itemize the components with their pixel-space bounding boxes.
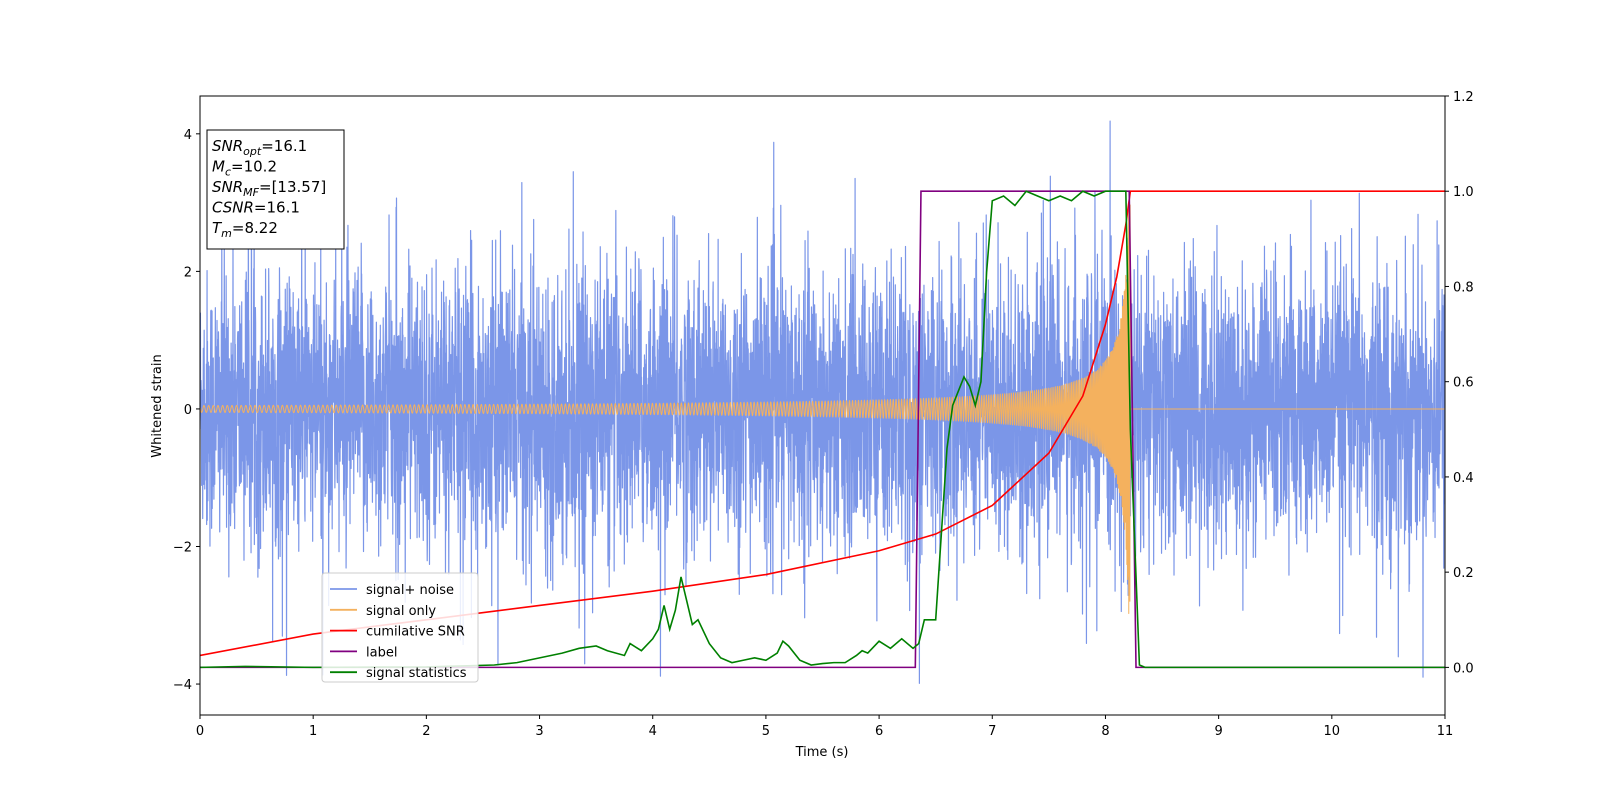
y-left-tick-label: 4 [184, 128, 192, 143]
plot-area [200, 120, 1445, 684]
y-left-tick-label: −4 [173, 678, 192, 693]
legend-label: cumilative SNR [366, 625, 465, 640]
series-cumulative-snr-line [200, 190, 1445, 657]
y-right-tick-label: 0.0 [1453, 661, 1474, 676]
x-axis-label: Time (s) [795, 745, 849, 760]
x-tick-label: 5 [762, 724, 770, 739]
annotation-line: SNRMF=[13.57] [212, 178, 326, 199]
legend: signal+ noise signal only cumilative SNR la… [321, 572, 479, 683]
y-axis-left: −4 −2 0 2 4 [173, 128, 200, 693]
legend-label: signal statistics [366, 666, 467, 681]
x-tick-label: 1 [309, 724, 317, 739]
annotation-line: SNRopt=16.1 [212, 137, 307, 158]
series-signal-only-line [200, 204, 1445, 615]
annotation-line: CSNR=16.1 [212, 199, 300, 217]
x-tick-label: 8 [1101, 724, 1109, 739]
x-tick-label: 3 [535, 724, 543, 739]
y-right-tick-label: 0.6 [1453, 376, 1474, 391]
y-axis-label: Whitened strain [150, 354, 165, 457]
annotation-line: Tm=8.22 [212, 219, 278, 240]
x-tick-label: 11 [1437, 724, 1454, 739]
x-tick-label: 7 [988, 724, 996, 739]
x-axis: 0 1 2 3 4 5 6 7 8 9 10 11 [196, 715, 1453, 739]
annotation-line: Mc=10.2 [212, 158, 277, 179]
annotation-box: SNRopt=16.1Mc=10.2SNRMF=[13.57]CSNR=16.1… [206, 129, 345, 250]
legend-label: label [366, 645, 397, 660]
x-tick-label: 2 [422, 724, 430, 739]
y-right-tick-label: 0.4 [1453, 471, 1474, 486]
y-axis-right: 0.0 0.2 0.4 0.6 0.8 1.0 1.2 [1445, 90, 1474, 676]
legend-label: signal only [366, 604, 436, 619]
y-left-tick-label: 0 [184, 403, 192, 418]
legend-label: signal+ noise [366, 583, 454, 598]
y-left-tick-label: −2 [173, 540, 192, 555]
x-tick-label: 6 [875, 724, 883, 739]
x-tick-label: 9 [1214, 724, 1222, 739]
y-right-tick-label: 0.8 [1453, 280, 1474, 295]
series-signal-statistics-line [200, 190, 1445, 669]
plot-frame [199, 95, 1446, 716]
y-left-tick-label: 2 [184, 265, 192, 280]
x-tick-label: 10 [1324, 724, 1341, 739]
y-right-tick-label: 1.2 [1453, 90, 1474, 105]
x-tick-label: 0 [196, 724, 204, 739]
x-tick-label: 4 [649, 724, 657, 739]
y-right-tick-label: 1.0 [1453, 185, 1474, 200]
y-right-tick-label: 0.2 [1453, 566, 1474, 581]
